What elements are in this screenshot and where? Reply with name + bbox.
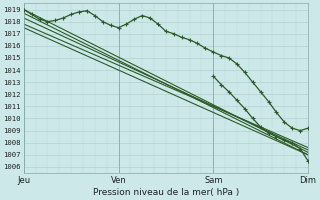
X-axis label: Pression niveau de la mer( hPa ): Pression niveau de la mer( hPa ) (93, 188, 239, 197)
